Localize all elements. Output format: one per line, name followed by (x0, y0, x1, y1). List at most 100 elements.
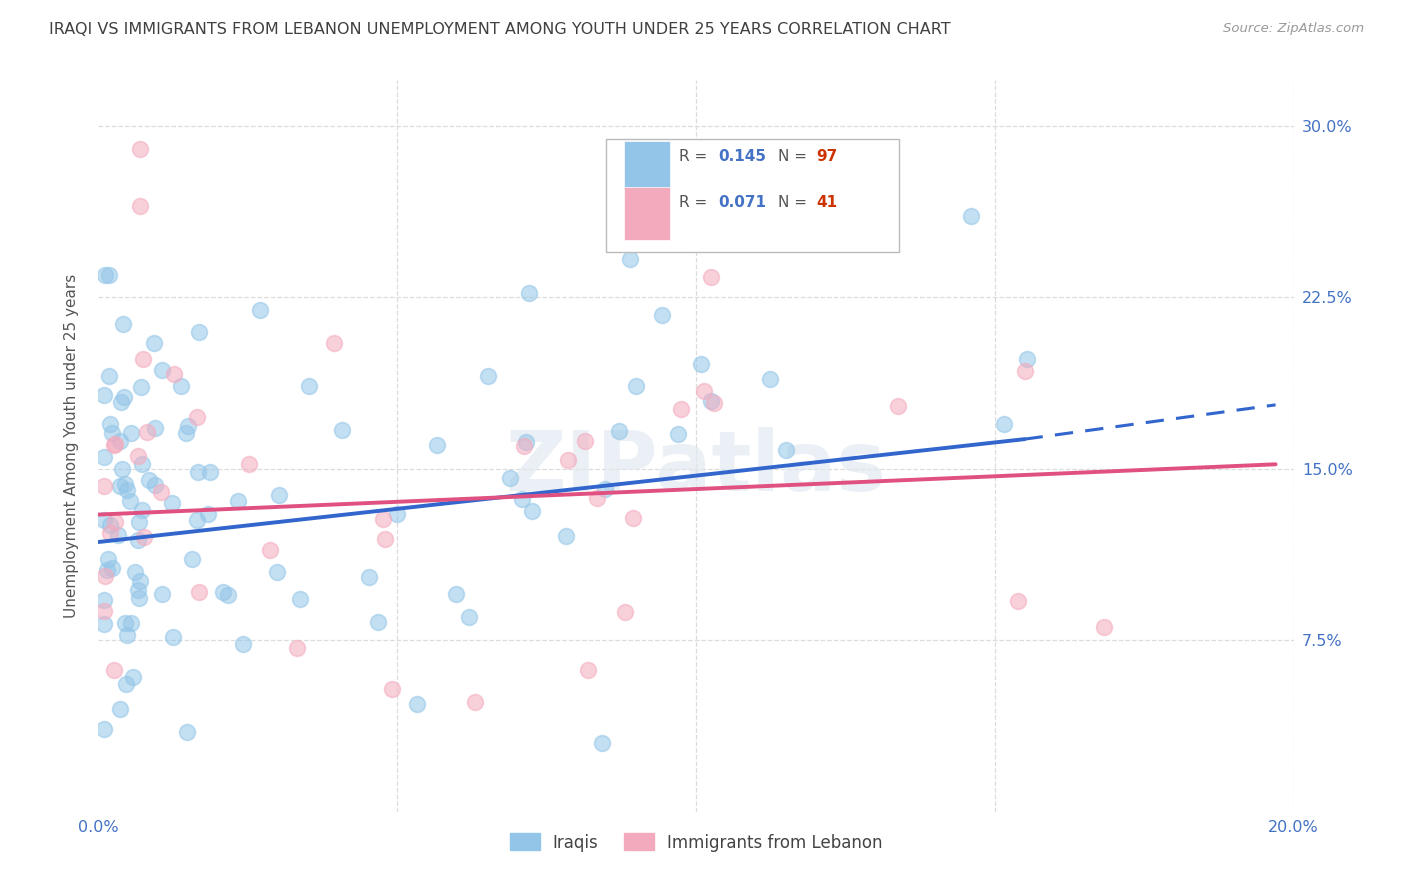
Point (371, 512, 394, 526)
FancyBboxPatch shape (606, 139, 900, 252)
Point (128, 591, 150, 606)
Point (593, 482, 616, 496)
FancyBboxPatch shape (624, 141, 669, 194)
Point (131, 503, 153, 517)
Point (1007, 594, 1029, 608)
Point (574, 434, 596, 449)
Point (217, 588, 239, 602)
Point (960, 210, 983, 224)
Point (112, 317, 135, 331)
Point (515, 435, 537, 450)
Point (517, 286, 540, 301)
Point (93, 604, 115, 618)
Point (619, 252, 641, 266)
Point (759, 372, 782, 386)
Point (143, 478, 166, 492)
Point (197, 508, 219, 522)
Point (385, 508, 409, 522)
Point (591, 736, 613, 750)
Point (576, 663, 599, 677)
Point (1092, 620, 1115, 634)
Text: 0.145: 0.145 (718, 149, 766, 163)
Point (446, 587, 468, 601)
Point (98, 525, 121, 540)
Point (124, 566, 146, 580)
Point (100, 426, 122, 441)
Point (170, 378, 193, 392)
Text: R =: R = (679, 149, 713, 163)
Point (609, 424, 631, 438)
Point (114, 477, 136, 491)
Point (226, 494, 249, 508)
Point (557, 453, 579, 467)
Point (93, 513, 115, 527)
Point (108, 434, 131, 448)
Point (426, 438, 449, 452)
Point (93, 388, 115, 402)
Point (129, 199, 152, 213)
Point (115, 483, 138, 498)
Point (174, 425, 197, 440)
Point (97, 369, 120, 384)
Point (160, 496, 183, 510)
Point (669, 401, 692, 416)
Point (775, 442, 797, 457)
Point (187, 585, 209, 599)
Point (103, 438, 125, 452)
Point (120, 425, 142, 440)
Point (238, 457, 260, 471)
Point (249, 303, 271, 318)
Legend: Iraqis, Immigrants from Lebanon: Iraqis, Immigrants from Lebanon (503, 827, 889, 858)
Point (131, 352, 153, 367)
Point (115, 628, 138, 642)
Point (186, 410, 208, 425)
Point (150, 363, 173, 377)
Point (323, 336, 346, 351)
Point (510, 491, 533, 506)
Point (887, 399, 910, 413)
Point (135, 425, 157, 439)
Point (232, 637, 254, 651)
Point (129, 142, 152, 156)
Point (1014, 363, 1036, 377)
Point (259, 542, 281, 557)
Point (187, 465, 209, 479)
Point (94, 268, 117, 282)
Point (405, 697, 427, 711)
Point (104, 515, 127, 529)
Point (93, 722, 115, 736)
Point (993, 417, 1015, 431)
Text: R =: R = (679, 195, 713, 210)
Point (381, 682, 404, 697)
Point (101, 560, 124, 574)
Point (127, 582, 149, 597)
Point (93, 592, 115, 607)
Point (621, 510, 644, 524)
Point (98, 517, 121, 532)
Point (374, 532, 396, 546)
Point (288, 591, 311, 606)
Point (104, 437, 127, 451)
Point (114, 615, 136, 630)
Point (129, 574, 152, 588)
Point (128, 516, 150, 530)
Text: ZIPatlas: ZIPatlas (506, 427, 886, 508)
Point (112, 390, 135, 404)
Point (98, 417, 121, 431)
Text: N =: N = (779, 195, 813, 210)
Point (150, 587, 173, 601)
Point (108, 479, 131, 493)
Point (586, 491, 609, 506)
Point (700, 394, 723, 409)
Point (108, 702, 131, 716)
Point (93, 478, 115, 492)
Point (266, 565, 288, 579)
Point (93, 616, 115, 631)
Point (458, 609, 481, 624)
Point (666, 427, 689, 442)
Point (122, 670, 145, 684)
Point (129, 380, 152, 394)
Text: N =: N = (779, 149, 813, 163)
Point (298, 379, 321, 393)
Point (703, 395, 725, 409)
